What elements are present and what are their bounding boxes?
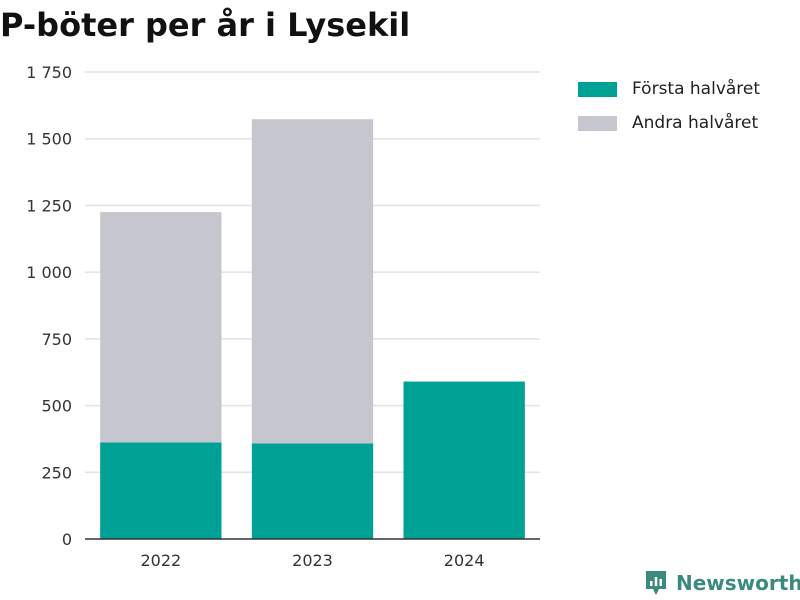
legend: Första halvåret Andra halvåret bbox=[578, 72, 760, 140]
y-tick-label: 1 500 bbox=[26, 130, 72, 149]
newsworthy-icon bbox=[646, 571, 666, 595]
x-tick-label: 2022 bbox=[140, 551, 181, 570]
bar-second-half bbox=[100, 212, 222, 443]
y-tick-label: 1 250 bbox=[26, 196, 72, 215]
legend-swatch-first-half bbox=[578, 81, 617, 97]
x-tick-label: 2023 bbox=[292, 551, 333, 570]
bar-first-half bbox=[251, 443, 374, 539]
y-tick-label: 1 750 bbox=[26, 63, 72, 82]
brand-name: Newsworthy bbox=[676, 571, 800, 595]
y-tick-label: 0 bbox=[62, 530, 72, 549]
legend-item-second-half[interactable]: Andra halvåret bbox=[578, 106, 760, 140]
y-tick-label: 500 bbox=[41, 397, 72, 416]
legend-label-first-half: Första halvåret bbox=[632, 79, 761, 99]
legend-label-second-half: Andra halvåret bbox=[632, 113, 759, 133]
legend-item-first-half[interactable]: Första halvåret bbox=[578, 72, 760, 106]
chart-title: P-böter per år i Lysekil bbox=[0, 6, 411, 44]
bar-first-half bbox=[403, 381, 525, 539]
y-tick-label: 750 bbox=[41, 330, 72, 349]
bar-second-half bbox=[251, 119, 374, 444]
x-tick-label: 2024 bbox=[444, 551, 485, 570]
newsworthy-logo: Newsworthy bbox=[644, 569, 800, 597]
bar-first-half bbox=[100, 442, 222, 539]
y-tick-label: 1 000 bbox=[26, 263, 72, 282]
legend-swatch-second-half bbox=[578, 115, 617, 131]
y-tick-label: 250 bbox=[41, 463, 72, 482]
